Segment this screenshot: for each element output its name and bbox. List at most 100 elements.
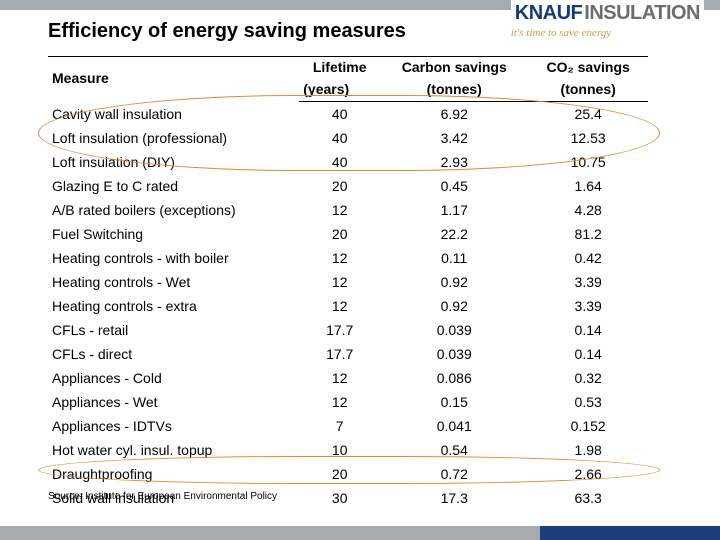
slide: KNAUF INSULATION it's time to save energ… <box>0 0 720 540</box>
col-co2-l2: (tonnes) <box>528 79 648 102</box>
cell-measure: CFLs - retail <box>48 318 299 342</box>
table-row: Heating controls - Wet120.923.39 <box>48 270 648 294</box>
table-row: Fuel Switching2022.281.2 <box>48 222 648 246</box>
col-lifetime-l1: Lifetime <box>299 57 380 80</box>
cell-lifetime: 40 <box>299 102 380 127</box>
col-measure: Measure <box>48 57 299 102</box>
cell-carbon: 0.92 <box>380 294 528 318</box>
col-carbon-l1: Carbon savings <box>380 57 528 80</box>
cell-measure: Hot water cyl. insul. topup <box>48 438 299 462</box>
cell-measure: Fuel Switching <box>48 222 299 246</box>
cell-carbon: 17.3 <box>380 486 528 510</box>
cell-measure: Cavity wall insulation <box>48 102 299 127</box>
cell-carbon: 0.039 <box>380 342 528 366</box>
cell-measure: Heating controls - Wet <box>48 270 299 294</box>
cell-carbon: 0.11 <box>380 246 528 270</box>
cell-co2: 0.53 <box>528 390 648 414</box>
col-co2-l1: CO₂ savings <box>528 57 648 80</box>
table-row: Appliances - IDTVs70.0410.152 <box>48 414 648 438</box>
table-row: Loft insulation (professional)403.4212.5… <box>48 126 648 150</box>
table-row: Appliances - Wet120.150.53 <box>48 390 648 414</box>
cell-lifetime: 17.7 <box>299 318 380 342</box>
cell-lifetime: 20 <box>299 174 380 198</box>
cell-lifetime: 12 <box>299 198 380 222</box>
cell-carbon: 0.039 <box>380 318 528 342</box>
cell-lifetime: 40 <box>299 126 380 150</box>
bottom-bar-grey <box>0 526 540 540</box>
brand-logo: KNAUF INSULATION it's time to save energ… <box>511 0 704 42</box>
logo-tagline: it's time to save energy <box>511 27 613 39</box>
cell-co2: 81.2 <box>528 222 648 246</box>
cell-measure: Loft insulation (DIY) <box>48 150 299 174</box>
efficiency-table-container: Measure Lifetime Carbon savings CO₂ savi… <box>48 56 648 510</box>
cell-carbon: 1.17 <box>380 198 528 222</box>
cell-co2: 3.39 <box>528 294 648 318</box>
cell-measure: Appliances - Cold <box>48 366 299 390</box>
bottom-bar <box>0 526 720 540</box>
cell-lifetime: 12 <box>299 390 380 414</box>
cell-lifetime: 7 <box>299 414 380 438</box>
cell-carbon: 3.42 <box>380 126 528 150</box>
cell-lifetime: 20 <box>299 462 380 486</box>
table-row: Hot water cyl. insul. topup100.541.98 <box>48 438 648 462</box>
cell-measure: Glazing E to C rated <box>48 174 299 198</box>
cell-carbon: 22.2 <box>380 222 528 246</box>
col-carbon-l2: (tonnes) <box>380 79 528 102</box>
table-row: A/B rated boilers (exceptions)121.174.28 <box>48 198 648 222</box>
cell-lifetime: 12 <box>299 270 380 294</box>
cell-measure: Appliances - Wet <box>48 390 299 414</box>
cell-measure: Heating controls - extra <box>48 294 299 318</box>
cell-co2: 0.152 <box>528 414 648 438</box>
table-row: Appliances - Cold120.0860.32 <box>48 366 648 390</box>
table-row: CFLs - direct17.70.0390.14 <box>48 342 648 366</box>
cell-measure: Loft insulation (professional) <box>48 126 299 150</box>
cell-co2: 0.14 <box>528 342 648 366</box>
cell-carbon: 6.92 <box>380 102 528 127</box>
col-lifetime-l2: (years) <box>299 79 380 102</box>
cell-co2: 1.64 <box>528 174 648 198</box>
cell-lifetime: 12 <box>299 366 380 390</box>
table-row: Heating controls - extra120.923.39 <box>48 294 648 318</box>
cell-carbon: 0.15 <box>380 390 528 414</box>
cell-co2: 0.32 <box>528 366 648 390</box>
cell-carbon: 0.45 <box>380 174 528 198</box>
cell-co2: 25.4 <box>528 102 648 127</box>
cell-co2: 10.75 <box>528 150 648 174</box>
cell-lifetime: 12 <box>299 246 380 270</box>
cell-carbon: 0.72 <box>380 462 528 486</box>
cell-carbon: 0.54 <box>380 438 528 462</box>
table-row: Cavity wall insulation406.9225.4 <box>48 102 648 127</box>
cell-measure: Heating controls - with boiler <box>48 246 299 270</box>
cell-co2: 4.28 <box>528 198 648 222</box>
cell-co2: 1.98 <box>528 438 648 462</box>
logo-part1: KNAUF <box>515 2 583 25</box>
logo-main: KNAUF INSULATION <box>511 0 704 27</box>
cell-co2: 3.39 <box>528 270 648 294</box>
cell-lifetime: 10 <box>299 438 380 462</box>
table-row: CFLs - retail17.70.0390.14 <box>48 318 648 342</box>
cell-measure: A/B rated boilers (exceptions) <box>48 198 299 222</box>
bottom-bar-blue <box>540 526 720 540</box>
source-note: Source: Institute for European Environme… <box>48 491 277 502</box>
cell-carbon: 0.086 <box>380 366 528 390</box>
cell-co2: 0.14 <box>528 318 648 342</box>
cell-lifetime: 40 <box>299 150 380 174</box>
table-row: Draughtproofing200.722.66 <box>48 462 648 486</box>
cell-co2: 2.66 <box>528 462 648 486</box>
cell-co2: 0.42 <box>528 246 648 270</box>
cell-carbon: 0.041 <box>380 414 528 438</box>
cell-co2: 12.53 <box>528 126 648 150</box>
cell-measure: Draughtproofing <box>48 462 299 486</box>
page-title: Efficiency of energy saving measures <box>48 20 406 43</box>
cell-co2: 63.3 <box>528 486 648 510</box>
table-row: Loft insulation (DIY)402.9310.75 <box>48 150 648 174</box>
table-row: Heating controls - with boiler120.110.42 <box>48 246 648 270</box>
cell-lifetime: 30 <box>299 486 380 510</box>
cell-lifetime: 20 <box>299 222 380 246</box>
table-row: Glazing E to C rated200.451.64 <box>48 174 648 198</box>
cell-lifetime: 17.7 <box>299 342 380 366</box>
efficiency-table: Measure Lifetime Carbon savings CO₂ savi… <box>48 56 648 510</box>
cell-carbon: 2.93 <box>380 150 528 174</box>
logo-part2: INSULATION <box>584 2 700 25</box>
cell-measure: CFLs - direct <box>48 342 299 366</box>
